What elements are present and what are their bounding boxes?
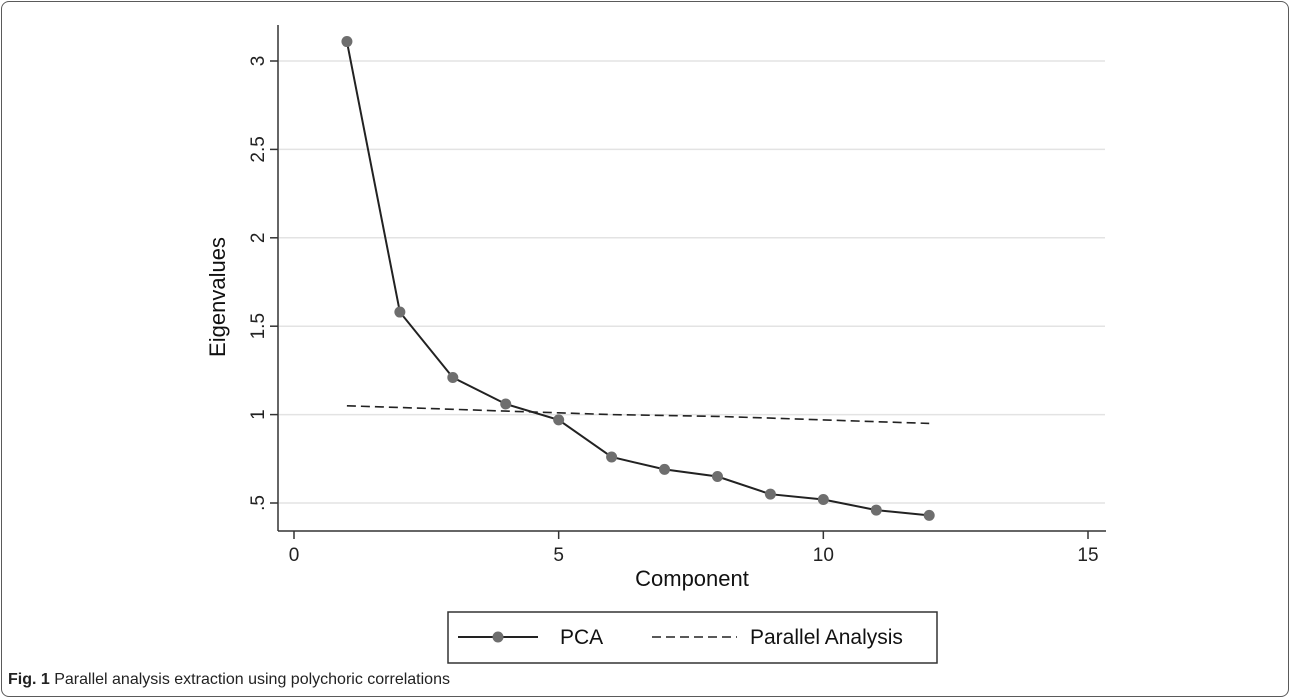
y-axis-ticks: .5 1 1.5 2 2.5 3	[248, 56, 278, 511]
pca-point-4	[553, 414, 565, 426]
legend: PCA Parallel Analysis	[447, 611, 938, 664]
gridlines	[279, 60, 1105, 504]
caption-label: Fig. 1	[8, 671, 50, 688]
y-axis-title: Eigenvalues	[205, 237, 230, 357]
y-tick-label-3: 2	[248, 233, 269, 244]
pca-point-3	[500, 398, 512, 410]
x-tick-label-3: 15	[1077, 545, 1098, 566]
pca-point-11	[923, 509, 935, 521]
x-axis-title: Component	[635, 566, 749, 591]
x-tick-label-0: 0	[289, 545, 300, 566]
x-tick-label-1: 5	[553, 545, 564, 566]
y-tick-label-0: .5	[248, 495, 269, 511]
caption-text: Parallel analysis extraction using polyc…	[49, 671, 450, 688]
y-tick-label-2: 1.5	[248, 313, 269, 339]
pca-point-2	[447, 371, 459, 383]
legend-pca-label: PCA	[560, 626, 603, 649]
figure-caption: Fig. 1 Parallel analysis extraction usin…	[8, 671, 450, 689]
pca-point-5	[606, 451, 618, 463]
x-axis-ticks: 0 5 10 15	[289, 531, 1099, 566]
pca-point-8	[764, 488, 776, 500]
legend-parallel-label: Parallel Analysis	[750, 626, 903, 649]
pca-point-1	[394, 306, 406, 318]
y-tick-label-4: 2.5	[248, 136, 269, 162]
y-tick-label-5: 3	[248, 56, 269, 67]
axes	[277, 25, 1106, 532]
pca-point-6	[659, 463, 671, 475]
pca-point-7	[711, 470, 723, 482]
x-tick-label-2: 10	[813, 545, 834, 566]
pca-point-10	[870, 504, 882, 516]
series	[341, 36, 935, 521]
y-tick-label-1: 1	[248, 409, 269, 420]
pca-point-9	[817, 493, 829, 505]
pca-point-0	[341, 36, 353, 48]
legend-pca-marker	[492, 631, 504, 643]
series-line-0	[345, 41, 930, 517]
